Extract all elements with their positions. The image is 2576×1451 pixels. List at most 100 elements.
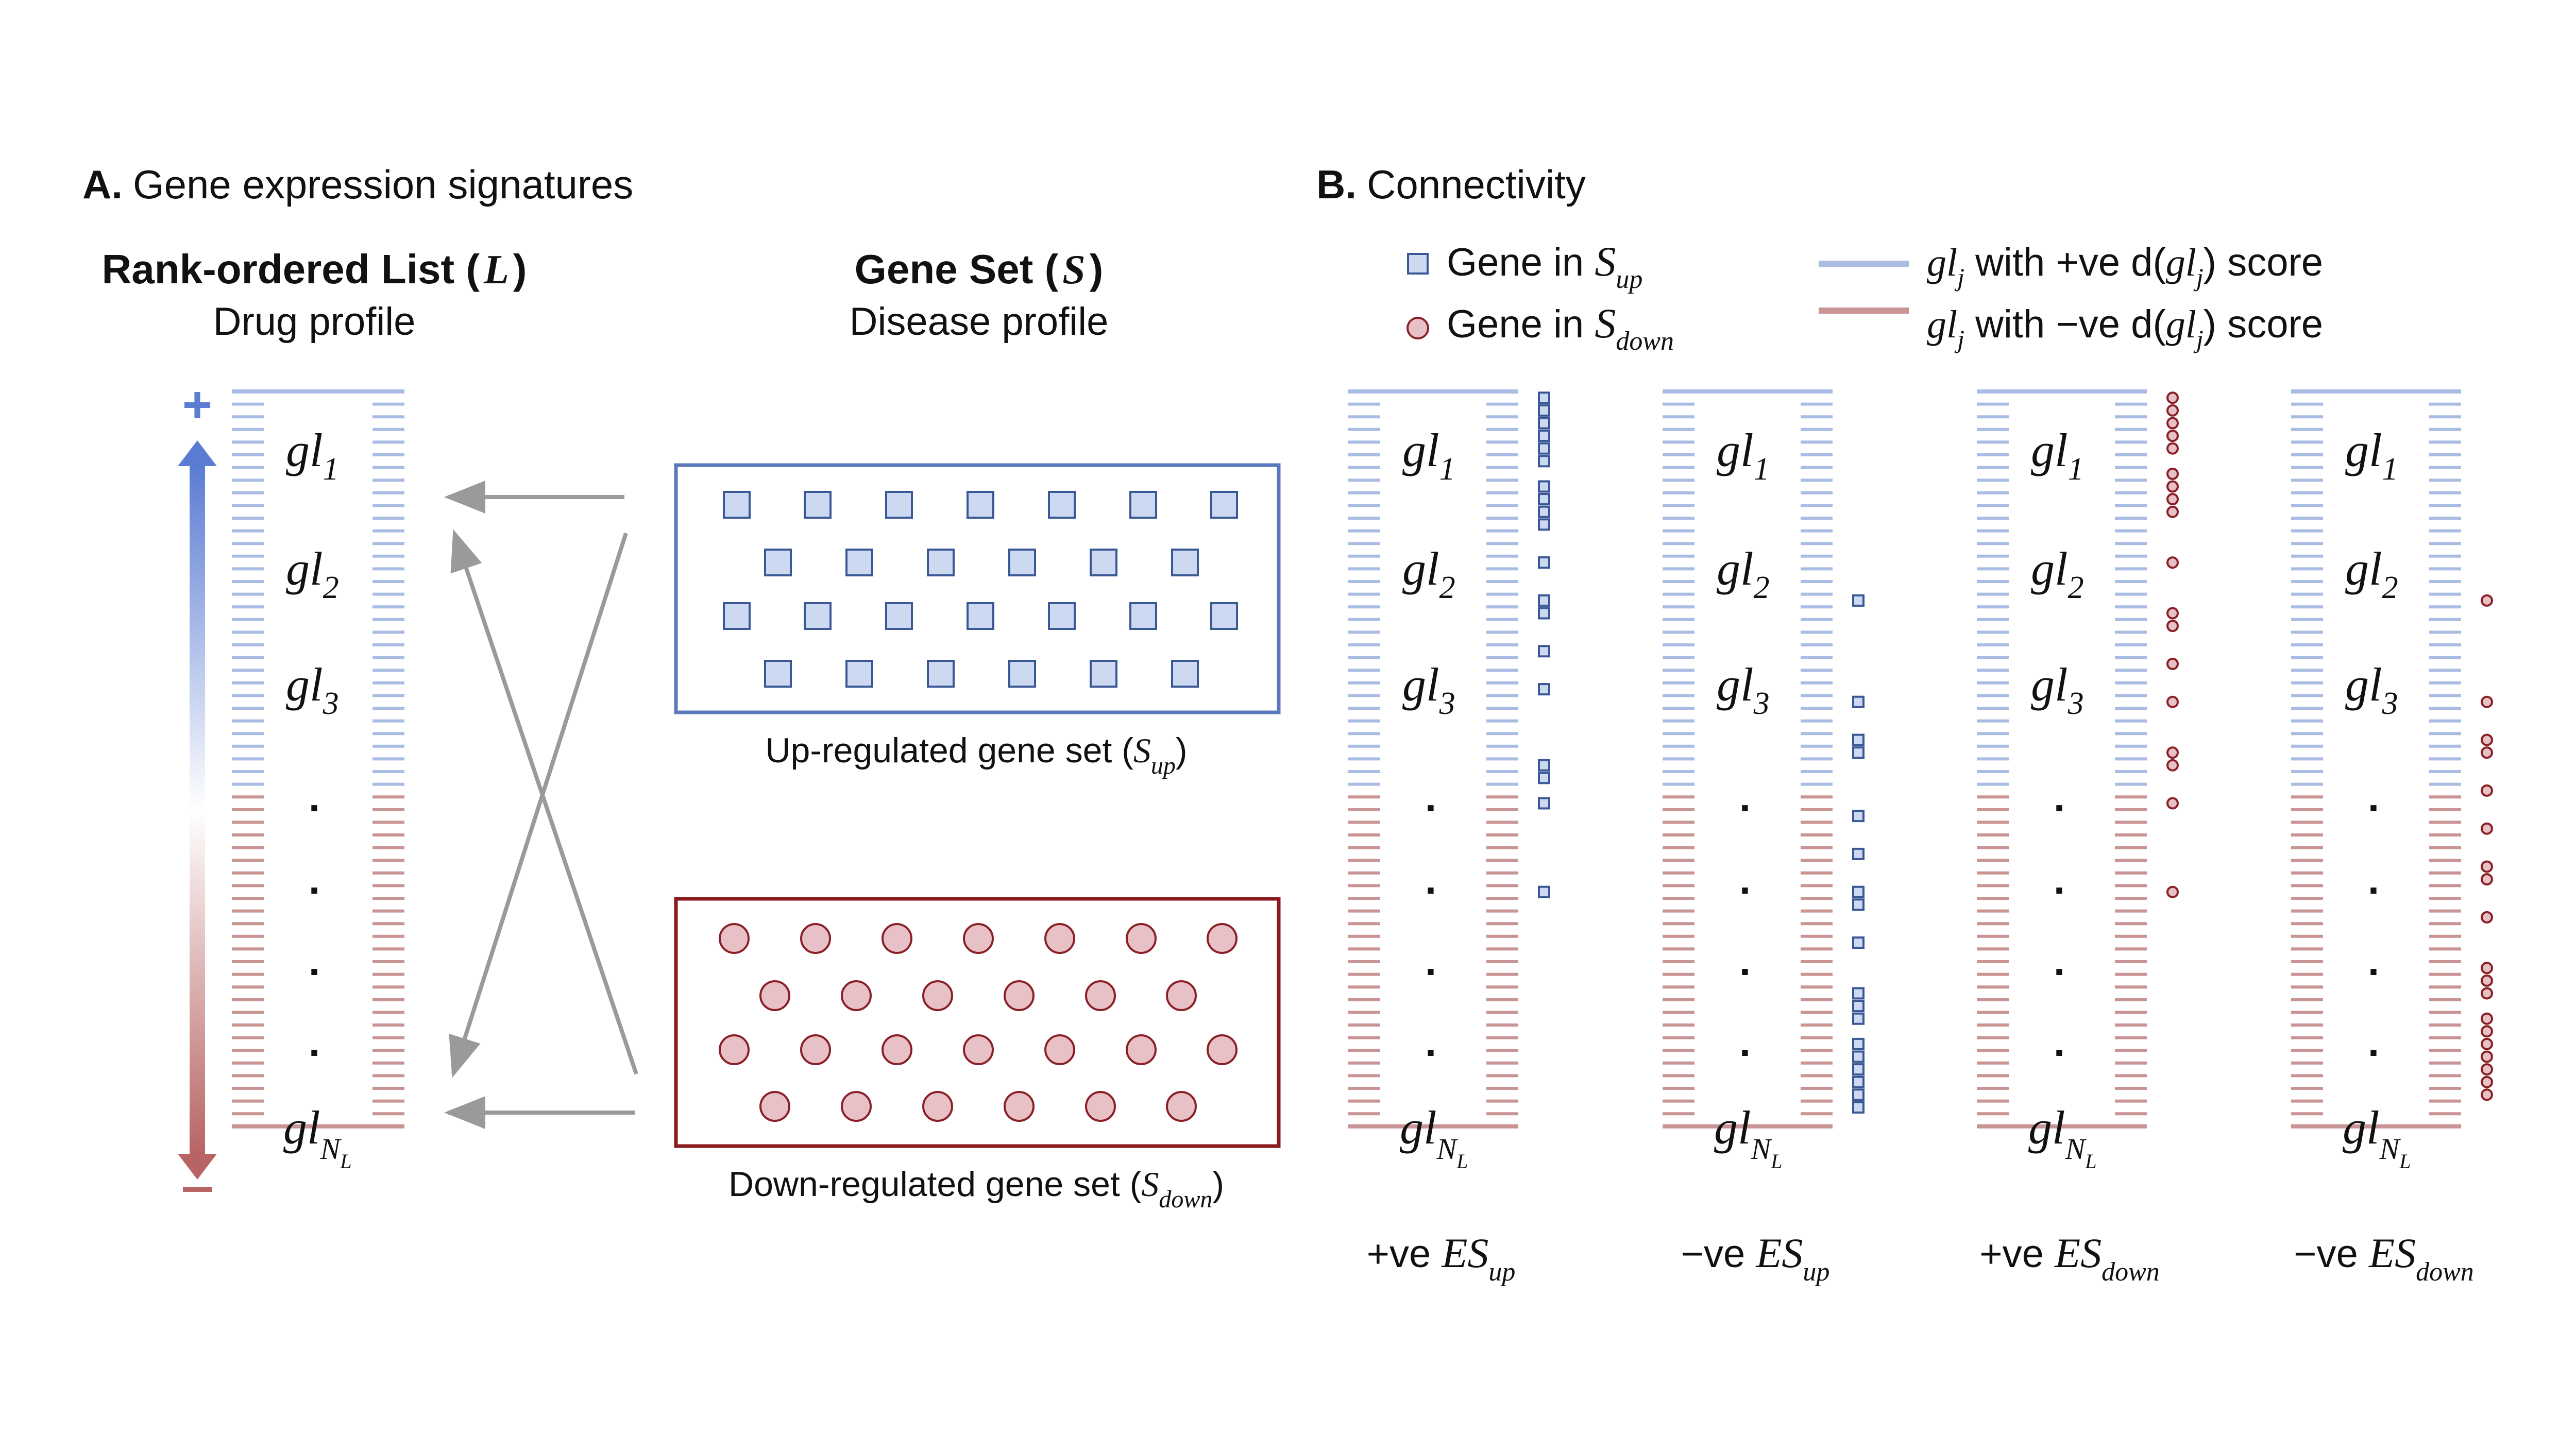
gene-hit-circle (2481, 1037, 2493, 1050)
col-4-gl-1: gl1 (2345, 424, 2398, 487)
es-label-sign: +ve (1979, 1232, 2055, 1276)
list-a-gl-base: gl (286, 658, 323, 711)
col-4-gl-sub: 1 (2382, 452, 2398, 487)
list-a-gl-3: gl3 (286, 658, 339, 721)
col-1-gl-NL: glNL (1400, 1101, 1468, 1173)
legend-pos-gl: gl (1927, 241, 1957, 284)
list-a-gl-sub: 2 (323, 570, 339, 605)
gene-hit-circle (2481, 733, 2493, 746)
down-caption-close: ) (1212, 1165, 1224, 1204)
gene-hit-square (1538, 594, 1550, 607)
up-gene-square (1129, 491, 1157, 519)
list-a-ellipsis-dot: . (309, 938, 320, 984)
list-a-gl-sub: N (320, 1132, 342, 1166)
gene-hit-circle (2481, 784, 2493, 797)
gene-hit-square (1852, 1063, 1865, 1076)
col-2-ellipsis-dot: . (1739, 857, 1751, 902)
down-gene-circle (1044, 1034, 1075, 1065)
up-gene-square (764, 660, 792, 688)
legend-neg-mid: with −ve d( (1964, 302, 2166, 346)
gene-hit-circle (2481, 695, 2493, 708)
col-2-gl-1: gl1 (1717, 424, 1770, 487)
gene-hit-square (1852, 594, 1865, 607)
up-caption-sub: up (1151, 752, 1176, 779)
up-gene-square (723, 491, 751, 519)
legend-square-swatch (1407, 253, 1429, 275)
gene-hit-square (1538, 391, 1550, 404)
list-a-ellipsis-dot: . (309, 1019, 320, 1065)
es-label-sub: up (1803, 1257, 1829, 1287)
gene-hit-square (1852, 1101, 1865, 1114)
gene-hit-square (1852, 885, 1865, 898)
set-heading: Gene Set (S) (855, 246, 1104, 293)
up-regulated-gene-set-box (674, 463, 1281, 714)
list-close: ) (513, 246, 527, 292)
list-a-gl-base: gl (286, 542, 323, 595)
col-1-gl-3: gl3 (1402, 658, 1455, 721)
col-1-gl-2: gl2 (1402, 542, 1455, 605)
panel-a-letter: A. (82, 162, 123, 207)
up-gene-square (1090, 660, 1117, 688)
col-4-ellipsis-dot: . (2368, 857, 2379, 902)
gene-hit-square (1538, 759, 1550, 772)
panel-b-heading: B. Connectivity (1316, 162, 1586, 207)
gene-hit-square (1538, 518, 1550, 531)
set-symbol: S (1062, 247, 1086, 293)
gene-hit-square (1538, 772, 1550, 784)
down-caption-symbol: S (1141, 1165, 1159, 1204)
col-4-gl-sub: 3 (2382, 686, 2398, 721)
col-1-gl-base: gl (1402, 542, 1439, 595)
legend-up-text: Gene in (1447, 241, 1595, 284)
gene-hit-circle (2481, 962, 2493, 975)
legend-neg-end: ) score (2204, 302, 2323, 346)
down-caption-text: Down-regulated gene set ( (728, 1165, 1142, 1204)
gene-hit-circle (2481, 1076, 2493, 1088)
col-1-gl-base: gl (1402, 424, 1439, 476)
gene-hit-square (1852, 898, 1865, 911)
legend-pos-mid: with +ve d( (1964, 241, 2166, 284)
gene-hit-square (1852, 936, 1865, 949)
up-gene-square (1008, 549, 1036, 576)
es-label-sub: down (2102, 1257, 2160, 1287)
down-gene-circle (841, 1091, 872, 1122)
gene-hit-circle (2481, 987, 2493, 1000)
gene-hit-circle (2166, 442, 2179, 455)
gene-hit-square (1538, 430, 1550, 442)
gene-hit-circle (2481, 974, 2493, 987)
col-2-ellipsis-dot: . (1739, 1019, 1751, 1065)
list-a-gl-base: gl (283, 1101, 320, 1154)
col-2-gl-NL: glNL (1714, 1101, 1783, 1173)
es-label-symbol: ES (1755, 1230, 1803, 1276)
col-3-ellipsis-dot: . (2054, 774, 2065, 820)
es-label-sub: down (2416, 1257, 2474, 1287)
gene-hit-square (1852, 1037, 1865, 1050)
down-gene-circle (1004, 980, 1035, 1011)
legend-down-text: Gene in (1447, 302, 1595, 346)
gene-hit-square (1538, 645, 1550, 658)
down-gene-circle (1126, 923, 1157, 954)
gene-hit-circle (2166, 620, 2179, 633)
col-2-gl-sub: 2 (1754, 570, 1770, 605)
gene-hit-circle (2481, 746, 2493, 759)
gene-hit-square (1852, 1088, 1865, 1101)
gene-hit-circle (2481, 1063, 2493, 1076)
gene-hit-circle (2481, 1025, 2493, 1038)
down-gene-circle (1085, 980, 1116, 1011)
es-label-4: −ve ESdown (2294, 1230, 2474, 1287)
up-regulated-gene-markers (723, 491, 1238, 688)
legend-pos-end: ) score (2204, 241, 2323, 284)
gene-hit-square (1538, 417, 1550, 430)
col-4-gl-base: gl (2345, 658, 2382, 711)
col-4-gl-sub: 2 (2382, 570, 2398, 605)
legend-up-label: Gene in Sup (1447, 238, 1642, 294)
down-gene-circle (841, 980, 872, 1011)
down-caption-sub: down (1159, 1186, 1212, 1213)
set-heading-text: Gene Set ( (855, 246, 1059, 292)
plus-sign: + (182, 376, 212, 434)
col-1-ellipsis-dot: . (1425, 938, 1436, 984)
gene-hit-circle (2166, 746, 2179, 759)
gene-hit-circle (2481, 860, 2493, 873)
